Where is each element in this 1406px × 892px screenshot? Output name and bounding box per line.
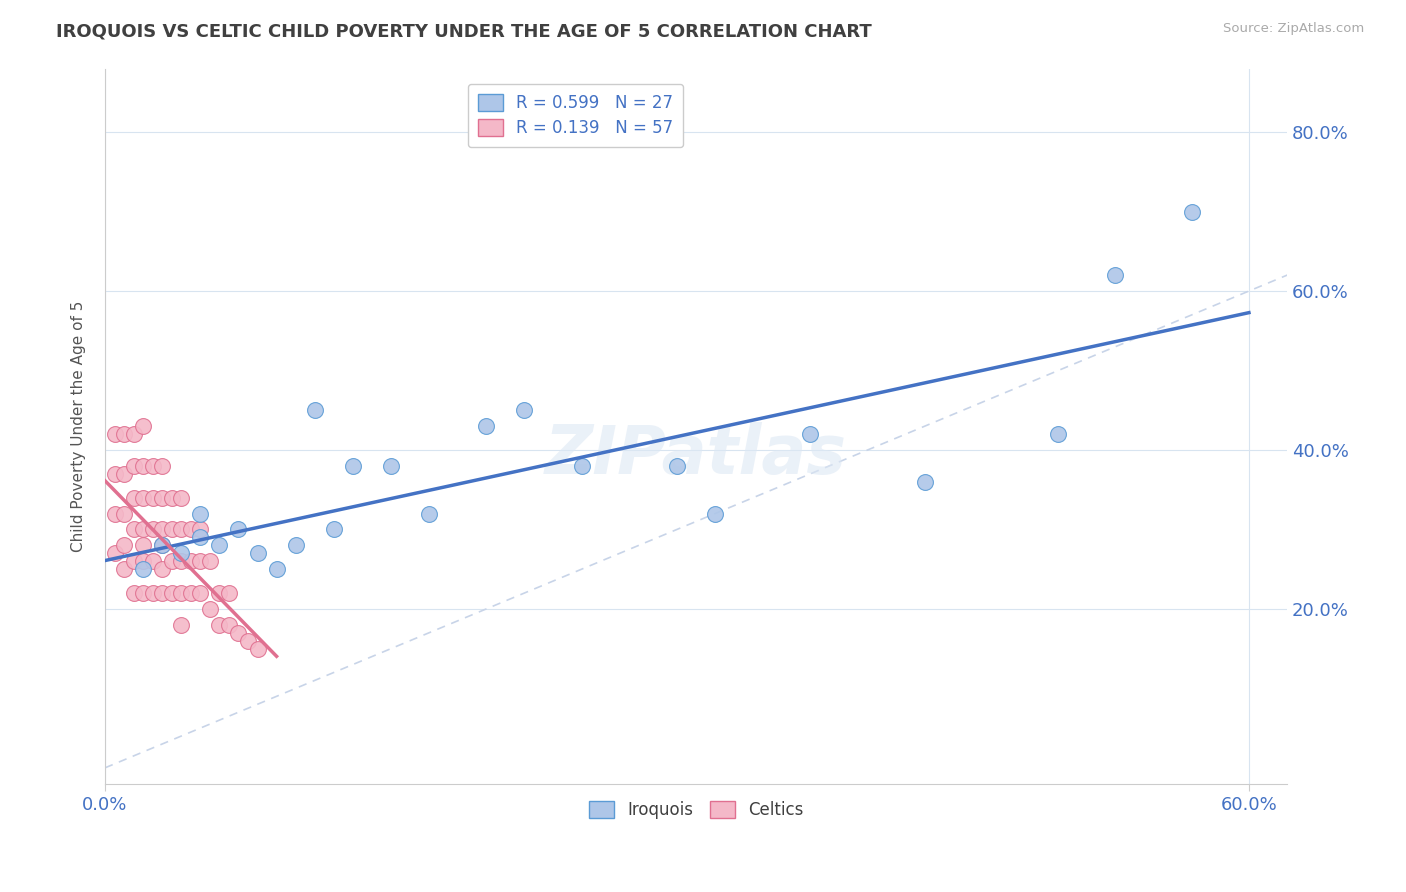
Point [704, 507, 727, 521]
Point [150, 538, 173, 552]
Point [665, 458, 688, 473]
Point [142, 458, 165, 473]
Point [160, 586, 183, 600]
Point [132, 458, 155, 473]
Point [160, 554, 183, 568]
Point [513, 403, 536, 417]
Legend: Iroquois, Celtics: Iroquois, Celtics [582, 794, 810, 825]
Point [180, 523, 202, 537]
Point [150, 538, 173, 552]
Point [112, 507, 135, 521]
Point [304, 403, 326, 417]
Text: IROQUOIS VS CELTIC CHILD POVERTY UNDER THE AGE OF 5 CORRELATION CHART: IROQUOIS VS CELTIC CHILD POVERTY UNDER T… [56, 22, 872, 40]
Point [170, 523, 193, 537]
Point [246, 641, 269, 656]
Point [132, 419, 155, 434]
Point [112, 538, 135, 552]
Point [914, 475, 936, 489]
Point [228, 625, 250, 640]
Point [170, 586, 193, 600]
Point [188, 530, 211, 544]
Point [188, 523, 211, 537]
Point [180, 586, 202, 600]
Point [170, 491, 193, 505]
Point [142, 554, 165, 568]
Point [103, 507, 125, 521]
Point [198, 602, 221, 616]
Point [150, 562, 173, 576]
Text: Source: ZipAtlas.com: Source: ZipAtlas.com [1223, 22, 1364, 36]
Point [208, 538, 231, 552]
Point [380, 458, 402, 473]
Point [236, 633, 259, 648]
Point [571, 458, 593, 473]
Point [180, 554, 202, 568]
Point [208, 617, 231, 632]
Point [132, 562, 155, 576]
Point [122, 427, 145, 442]
Point [188, 507, 211, 521]
Point [150, 458, 173, 473]
Point [103, 546, 125, 560]
Point [228, 523, 250, 537]
Point [198, 554, 221, 568]
Point [132, 523, 155, 537]
Point [246, 546, 269, 560]
Point [150, 586, 173, 600]
Point [103, 427, 125, 442]
Point [799, 427, 821, 442]
Point [142, 586, 165, 600]
Point [103, 467, 125, 481]
Y-axis label: Child Poverty Under the Age of 5: Child Poverty Under the Age of 5 [72, 301, 86, 552]
Point [266, 562, 288, 576]
Point [132, 554, 155, 568]
Point [170, 617, 193, 632]
Point [160, 523, 183, 537]
Point [132, 586, 155, 600]
Point [122, 523, 145, 537]
Point [122, 458, 145, 473]
Point [284, 538, 307, 552]
Point [132, 491, 155, 505]
Point [188, 586, 211, 600]
Point [160, 491, 183, 505]
Point [322, 523, 344, 537]
Point [142, 523, 165, 537]
Point [170, 554, 193, 568]
Text: ZIPatlas: ZIPatlas [546, 422, 846, 488]
Point [122, 586, 145, 600]
Point [112, 562, 135, 576]
Point [170, 546, 193, 560]
Point [150, 523, 173, 537]
Point [150, 491, 173, 505]
Point [218, 586, 240, 600]
Point [112, 467, 135, 481]
Point [342, 458, 364, 473]
Point [1181, 204, 1204, 219]
Point [218, 617, 240, 632]
Point [122, 491, 145, 505]
Point [208, 586, 231, 600]
Point [418, 507, 440, 521]
Point [188, 554, 211, 568]
Point [112, 427, 135, 442]
Point [1104, 268, 1126, 282]
Point [132, 538, 155, 552]
Point [122, 554, 145, 568]
Point [142, 491, 165, 505]
Point [1047, 427, 1070, 442]
Point [475, 419, 498, 434]
